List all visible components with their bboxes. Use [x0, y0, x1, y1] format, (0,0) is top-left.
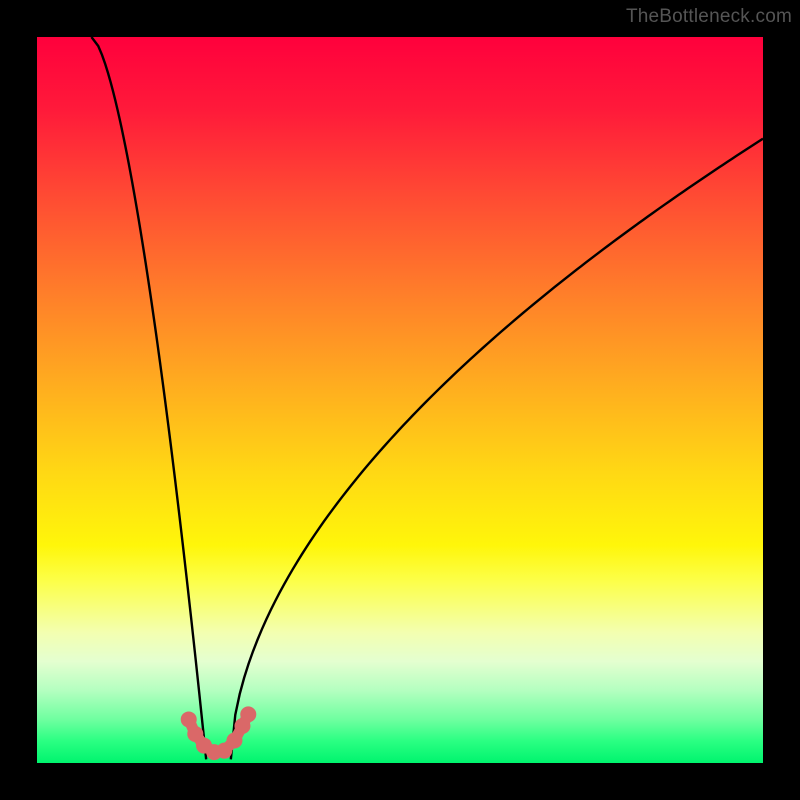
curve-layer — [37, 37, 763, 763]
plot-area — [37, 37, 763, 763]
marker-dots — [181, 706, 257, 760]
marker-dot — [240, 706, 256, 722]
curve-left-branch — [91, 37, 206, 759]
curve-right-branch — [231, 139, 763, 760]
marker-dot — [181, 711, 197, 727]
watermark-text: TheBottleneck.com — [626, 6, 792, 28]
marker-dot — [226, 732, 242, 748]
